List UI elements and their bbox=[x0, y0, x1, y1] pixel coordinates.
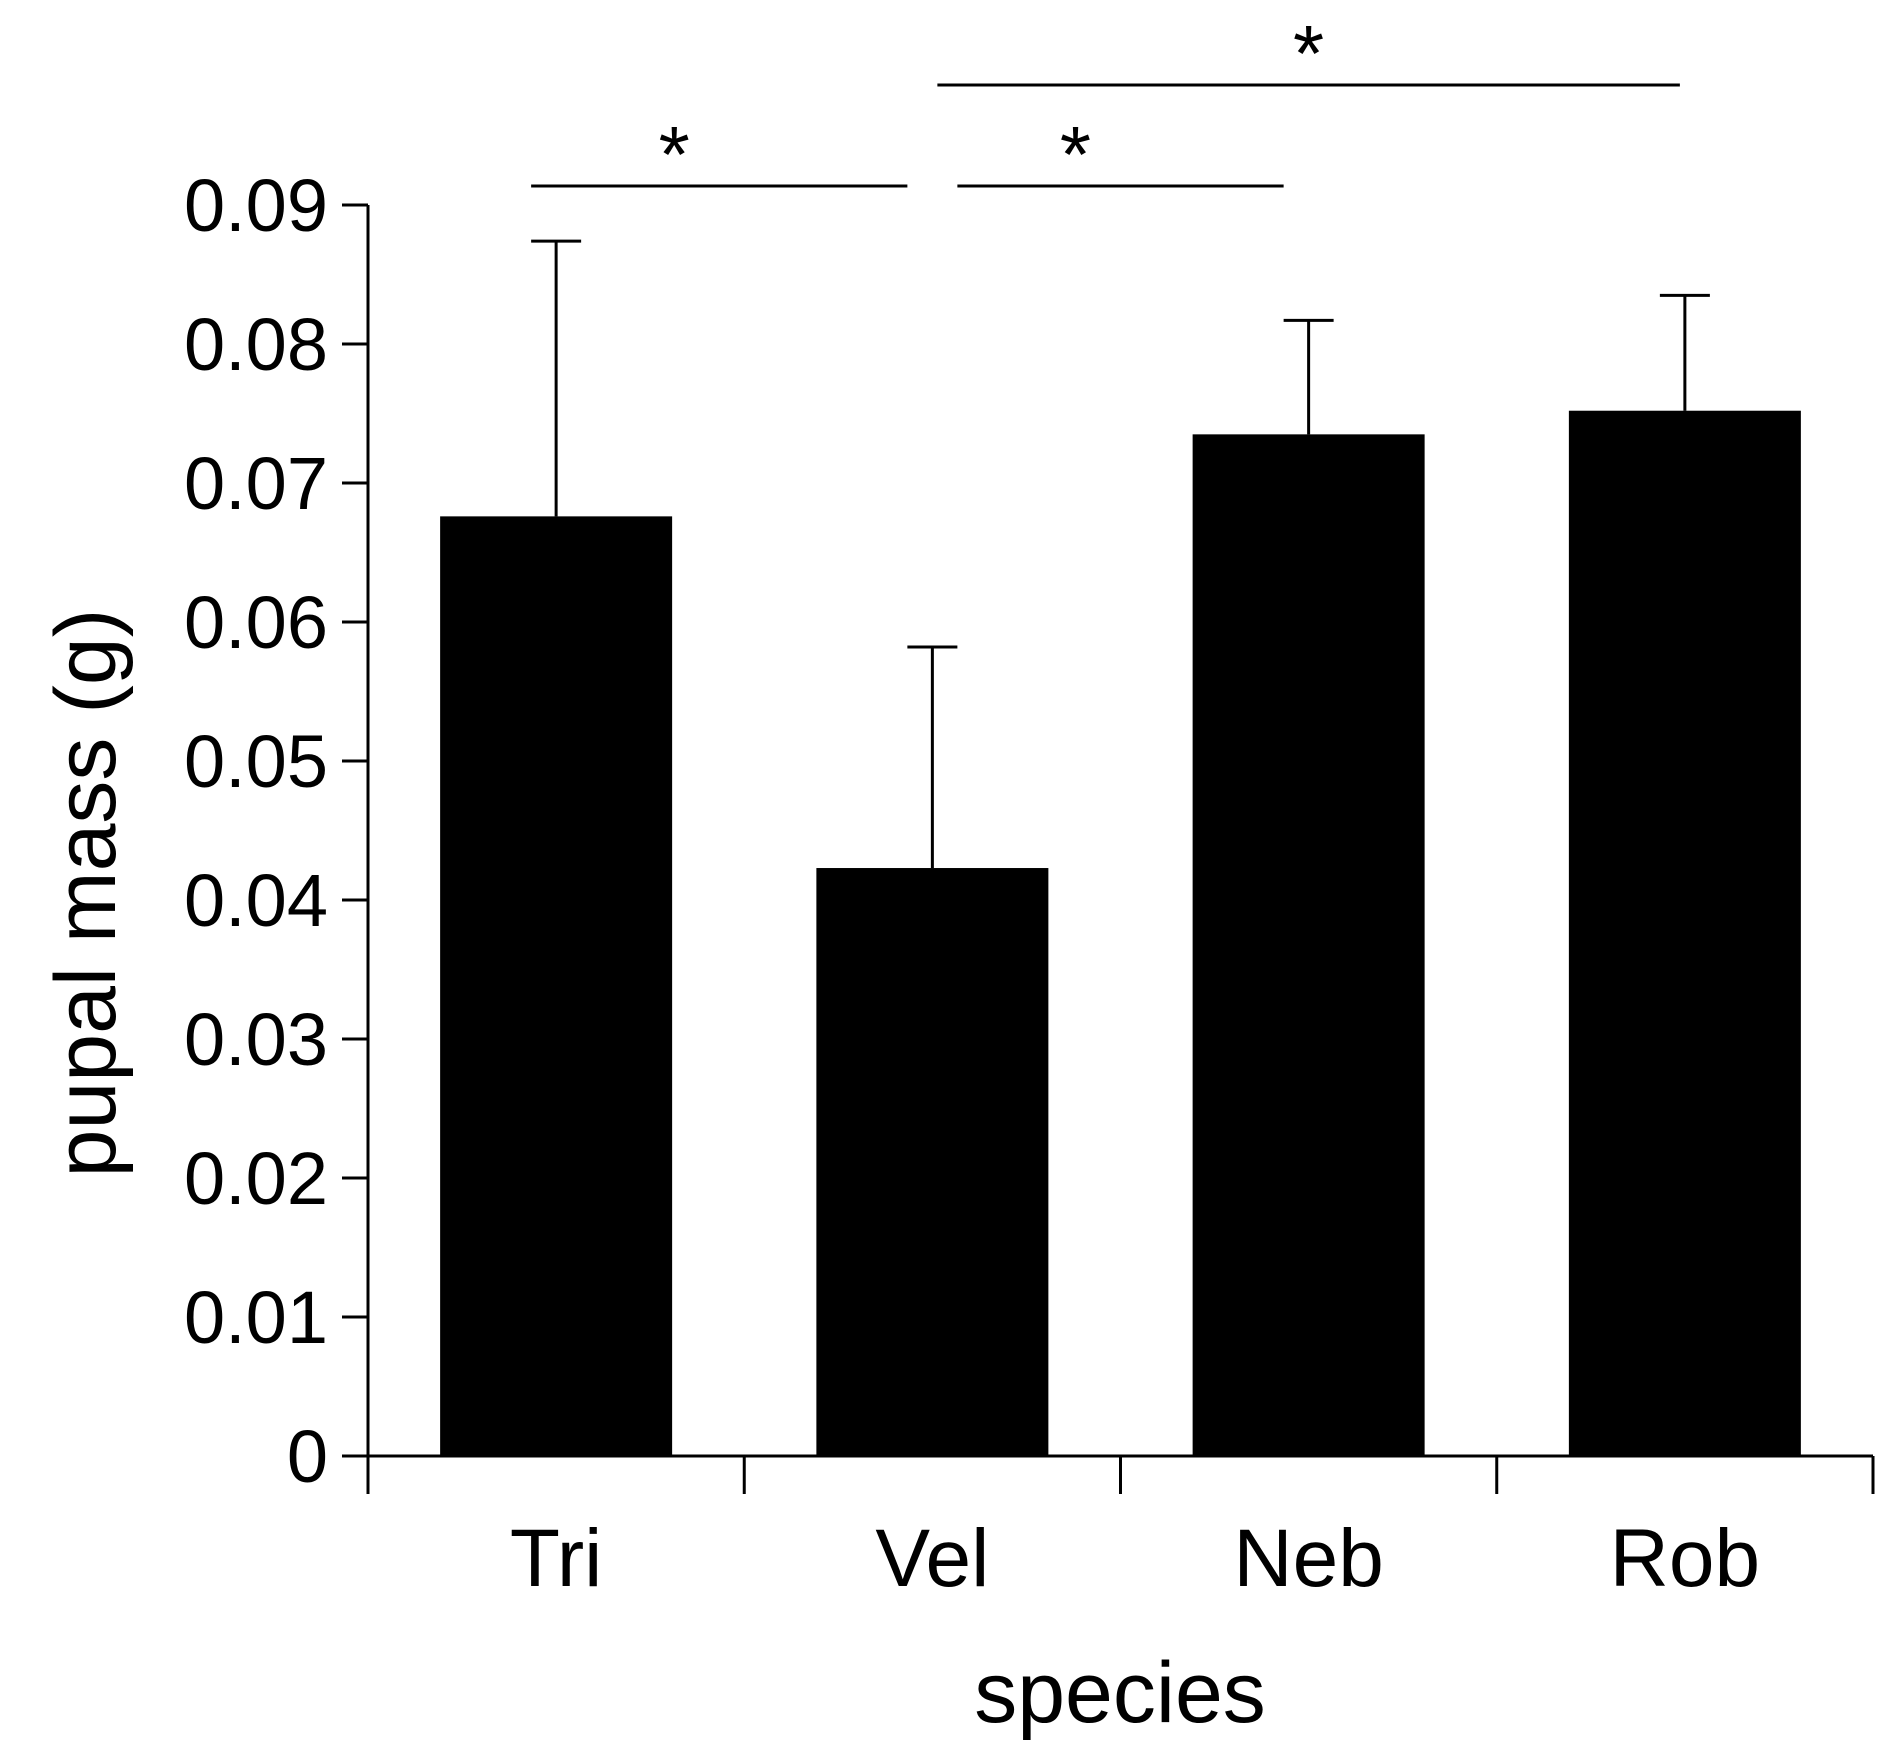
significance-star: * bbox=[1060, 110, 1091, 199]
y-tick-label: 0.02 bbox=[184, 1137, 328, 1220]
error-bars bbox=[531, 239, 1710, 869]
bar-rob bbox=[1568, 410, 1801, 1457]
y-tick-label: 0.05 bbox=[184, 720, 328, 803]
significance-star: * bbox=[659, 110, 690, 199]
y-tick-label: 0.08 bbox=[184, 303, 328, 386]
y-tick-label: 0.04 bbox=[184, 859, 328, 942]
y-tick-label: 0.06 bbox=[184, 581, 328, 664]
bars bbox=[440, 410, 1801, 1457]
x-axis-title: species bbox=[974, 1645, 1266, 1741]
y-tick-label: 0.03 bbox=[184, 998, 328, 1081]
bar-tri bbox=[440, 516, 673, 1456]
significance-star: * bbox=[1293, 9, 1324, 98]
x-tick-label: Tri bbox=[510, 1513, 603, 1604]
y-tick-label: 0.01 bbox=[184, 1276, 328, 1359]
x-axis: Tri Vel Neb Rob bbox=[366, 1454, 1875, 1604]
bar-vel bbox=[816, 868, 1049, 1456]
x-tick-label: Rob bbox=[1610, 1513, 1760, 1604]
y-tick-label: 0 bbox=[287, 1415, 328, 1498]
x-tick-label: Neb bbox=[1233, 1513, 1383, 1604]
significance-brackets: * * * bbox=[531, 9, 1680, 199]
x-tick-label: Vel bbox=[875, 1513, 989, 1604]
y-tick-label: 0.09 bbox=[184, 164, 328, 247]
y-axis-title: pupal mass (g) bbox=[38, 609, 134, 1178]
y-axis: 0 0.01 0.02 0.03 0.04 0.05 0.06 0.07 0.08 0.09 bbox=[184, 164, 370, 1498]
bar-neb bbox=[1192, 434, 1425, 1457]
y-tick-label: 0.07 bbox=[184, 442, 328, 525]
